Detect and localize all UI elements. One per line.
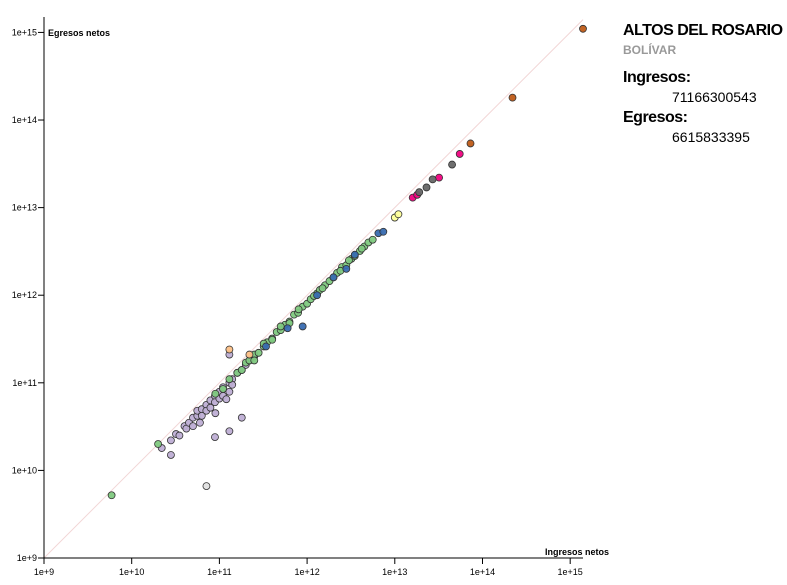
- point: [298, 322, 307, 331]
- y-tick-label: 1e+13: [12, 203, 37, 213]
- point: [466, 139, 475, 148]
- point: [313, 291, 321, 300]
- point: [250, 356, 259, 365]
- panel-subtitle: BOLÍVAR: [623, 43, 677, 57]
- point: [283, 324, 292, 333]
- income-label: Ingresos:: [623, 69, 691, 86]
- point: [318, 284, 327, 293]
- x-tick-label: 1e+10: [119, 567, 144, 577]
- point: [428, 175, 437, 184]
- y-tick-label: 1e+9: [17, 553, 37, 563]
- x-tick-label: 1e+13: [382, 567, 407, 577]
- point: [415, 188, 424, 197]
- point: [342, 264, 351, 273]
- y-tick-label: 1e+11: [12, 378, 37, 388]
- point: [357, 244, 366, 253]
- expense-value: 6615833395: [672, 129, 750, 145]
- point: [196, 418, 204, 427]
- x-tick-label: 1e+11: [207, 567, 232, 577]
- point: [422, 183, 431, 192]
- point: [237, 413, 246, 422]
- point: [211, 409, 220, 418]
- x-tick-label: 1e+15: [558, 567, 583, 577]
- point: [245, 350, 254, 359]
- point: [154, 440, 162, 448]
- x-axis-title: Ingresos netos: [545, 547, 609, 557]
- point: [329, 273, 338, 282]
- x-tick-label: 1e+9: [34, 567, 54, 577]
- point: [455, 150, 464, 158]
- point: [211, 433, 219, 441]
- point: [345, 256, 353, 265]
- point: [394, 210, 403, 219]
- point: [254, 348, 263, 357]
- point: [435, 173, 443, 182]
- point: [189, 422, 197, 431]
- point: [579, 24, 587, 33]
- x-tick-label: 1e+12: [294, 567, 319, 577]
- point: [167, 436, 175, 445]
- expense-label: Egresos:: [623, 109, 688, 126]
- point: [225, 375, 234, 384]
- y-tick-label: 1e+15: [12, 27, 37, 37]
- point: [508, 93, 517, 102]
- point: [211, 389, 220, 398]
- info-panel: ALTOS DEL ROSARIO BOLÍVAR Ingresos: 7116…: [623, 22, 783, 145]
- x-tick-label: 1e+14: [470, 567, 495, 577]
- point: [225, 345, 234, 354]
- y-axis-title: Egresos netos: [48, 28, 110, 38]
- panel-title: ALTOS DEL ROSARIO: [623, 22, 783, 39]
- point: [262, 342, 270, 351]
- point: [448, 160, 456, 169]
- point: [107, 491, 116, 500]
- identity-line: [43, 19, 584, 559]
- point: [222, 395, 231, 404]
- point: [379, 227, 388, 236]
- point: [175, 431, 184, 440]
- income-value: 71166300543: [672, 89, 757, 105]
- point: [219, 385, 227, 393]
- y-tick-label: 1e+14: [12, 115, 37, 125]
- point: [276, 322, 285, 331]
- point: [167, 451, 175, 459]
- y-tick-label: 1e+10: [12, 465, 37, 475]
- point: [197, 411, 206, 420]
- point: [202, 482, 211, 491]
- point: [350, 250, 359, 259]
- point: [206, 403, 215, 412]
- point: [368, 235, 377, 244]
- point: [225, 427, 234, 436]
- point: [237, 366, 246, 374]
- point: [225, 387, 234, 396]
- y-tick-label: 1e+12: [12, 290, 37, 300]
- point: [294, 305, 303, 314]
- point: [268, 335, 277, 344]
